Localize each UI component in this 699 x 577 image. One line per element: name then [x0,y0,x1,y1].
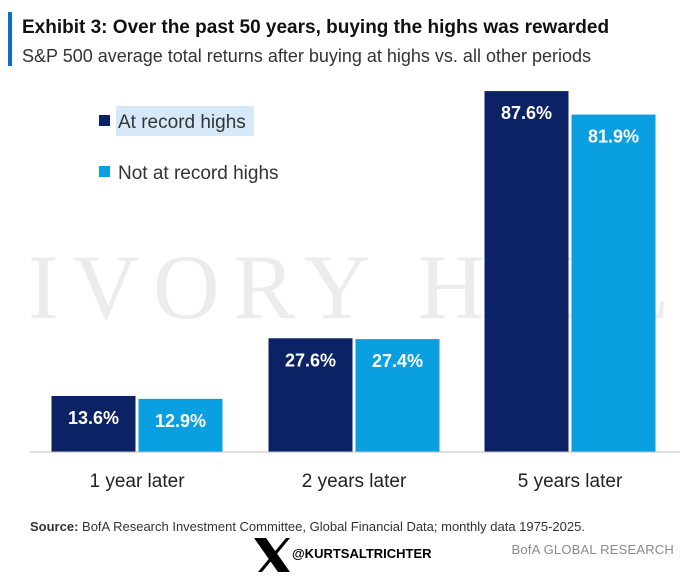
bar-1-3 [484,91,569,452]
bar-2-2 [355,339,440,452]
data-label-1-3: 87.6% [501,103,552,123]
category-label-1: 1 year later [89,471,185,492]
bars-group: 13.6% 12.9% 27.6% 27.4% 87.6% 81.9% [51,91,656,453]
title-accent-bar [8,12,12,66]
source-note: Source: BofA Research Investment Committ… [30,519,585,534]
x-logo-icon [254,538,290,572]
legend-label-2: Not at record highs [118,163,279,184]
category-label-3: 5 years later [518,471,623,492]
legend-highlight [116,106,254,136]
data-label-2-1: 12.9% [155,411,206,431]
source-text: BofA Research Investment Committee, Glob… [78,519,585,534]
chart-title: Exhibit 3: Over the past 50 years, buyin… [22,17,609,38]
legend: At record highs Not at record highs [99,106,279,184]
category-labels: 1 year later 2 years later 5 years later [89,471,622,492]
legend-label-1: At record highs [118,112,246,133]
bar-1-1 [51,395,136,452]
data-label-2-2: 27.4% [372,351,423,371]
category-label-2: 2 years later [302,471,407,492]
legend-swatch-1 [99,115,110,126]
source-label: Source: [30,519,78,534]
legend-swatch-2 [99,166,110,177]
author-handle: @KURTSALTRICHTER [292,546,432,561]
data-label-2-3: 81.9% [588,127,639,147]
chart-subtitle: S&P 500 average total returns after buyi… [22,46,591,66]
bar-2-3 [571,114,656,453]
bar-2-1 [138,398,223,452]
data-label-1-2: 27.6% [285,350,336,370]
credit-text: BofA GLOBAL RESEARCH [512,542,674,557]
bar-1-2 [268,338,353,452]
data-label-1-1: 13.6% [68,408,119,428]
